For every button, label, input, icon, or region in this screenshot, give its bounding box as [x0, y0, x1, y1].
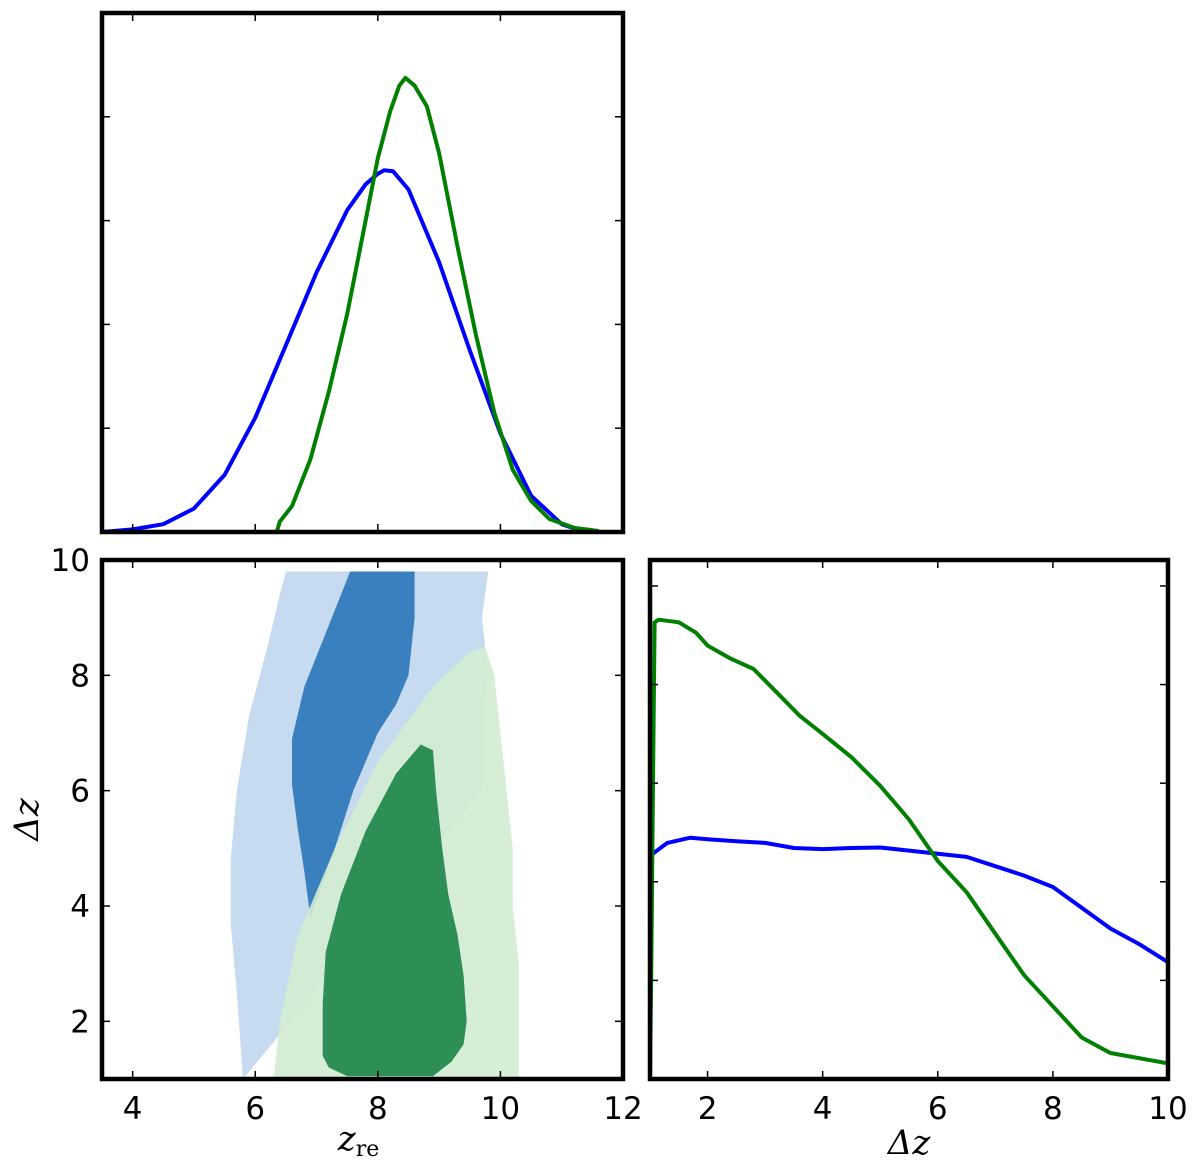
x-axis-label-dz: Δz — [886, 1123, 932, 1163]
y-axis-label-dz: Δz — [7, 797, 47, 843]
bl-xtick-label: 8 — [368, 1091, 388, 1127]
bl-ytick-label: 4 — [70, 889, 90, 925]
bl-ytick-label: 2 — [70, 1004, 90, 1040]
zre-posterior-line-1 — [274, 75, 599, 533]
marginal-dz-panel: 2 4 6 8 10 Δz — [647, 557, 1188, 1163]
joint-zre-dz-panel: 4 6 8 10 12 2 4 6 8 10 zre Δz — [7, 543, 643, 1162]
bl-xtick-label: 12 — [603, 1091, 642, 1127]
bl-ytick-label: 10 — [51, 543, 90, 579]
contour-green-68 — [322, 744, 467, 1077]
dz-posterior-line-0 — [648, 835, 1170, 964]
bl-ytick-label: 6 — [70, 774, 90, 810]
contour-blue-68 — [292, 571, 415, 918]
x-axis-label-zre: zre — [337, 1119, 379, 1162]
br-xtick-label: 2 — [698, 1091, 718, 1127]
bl-xtick-label: 10 — [481, 1091, 520, 1127]
marginal-zre-panel — [99, 10, 626, 535]
bl-frame — [99, 557, 626, 1082]
panel-bg — [102, 13, 623, 532]
bl-xtick-label: 4 — [123, 1091, 143, 1127]
bl-xtick-label: 6 — [245, 1091, 265, 1127]
br-xtick-label: 6 — [928, 1091, 948, 1127]
br-xtick-label: 10 — [1148, 1091, 1187, 1127]
br-xtick-label: 4 — [813, 1091, 833, 1127]
br-xtick-label: 8 — [1043, 1091, 1063, 1127]
br-frame — [647, 557, 1171, 1082]
tl-frame — [99, 10, 626, 535]
bl-ytick-label: 8 — [70, 658, 90, 694]
dz-posterior-line-1 — [648, 617, 1169, 1080]
